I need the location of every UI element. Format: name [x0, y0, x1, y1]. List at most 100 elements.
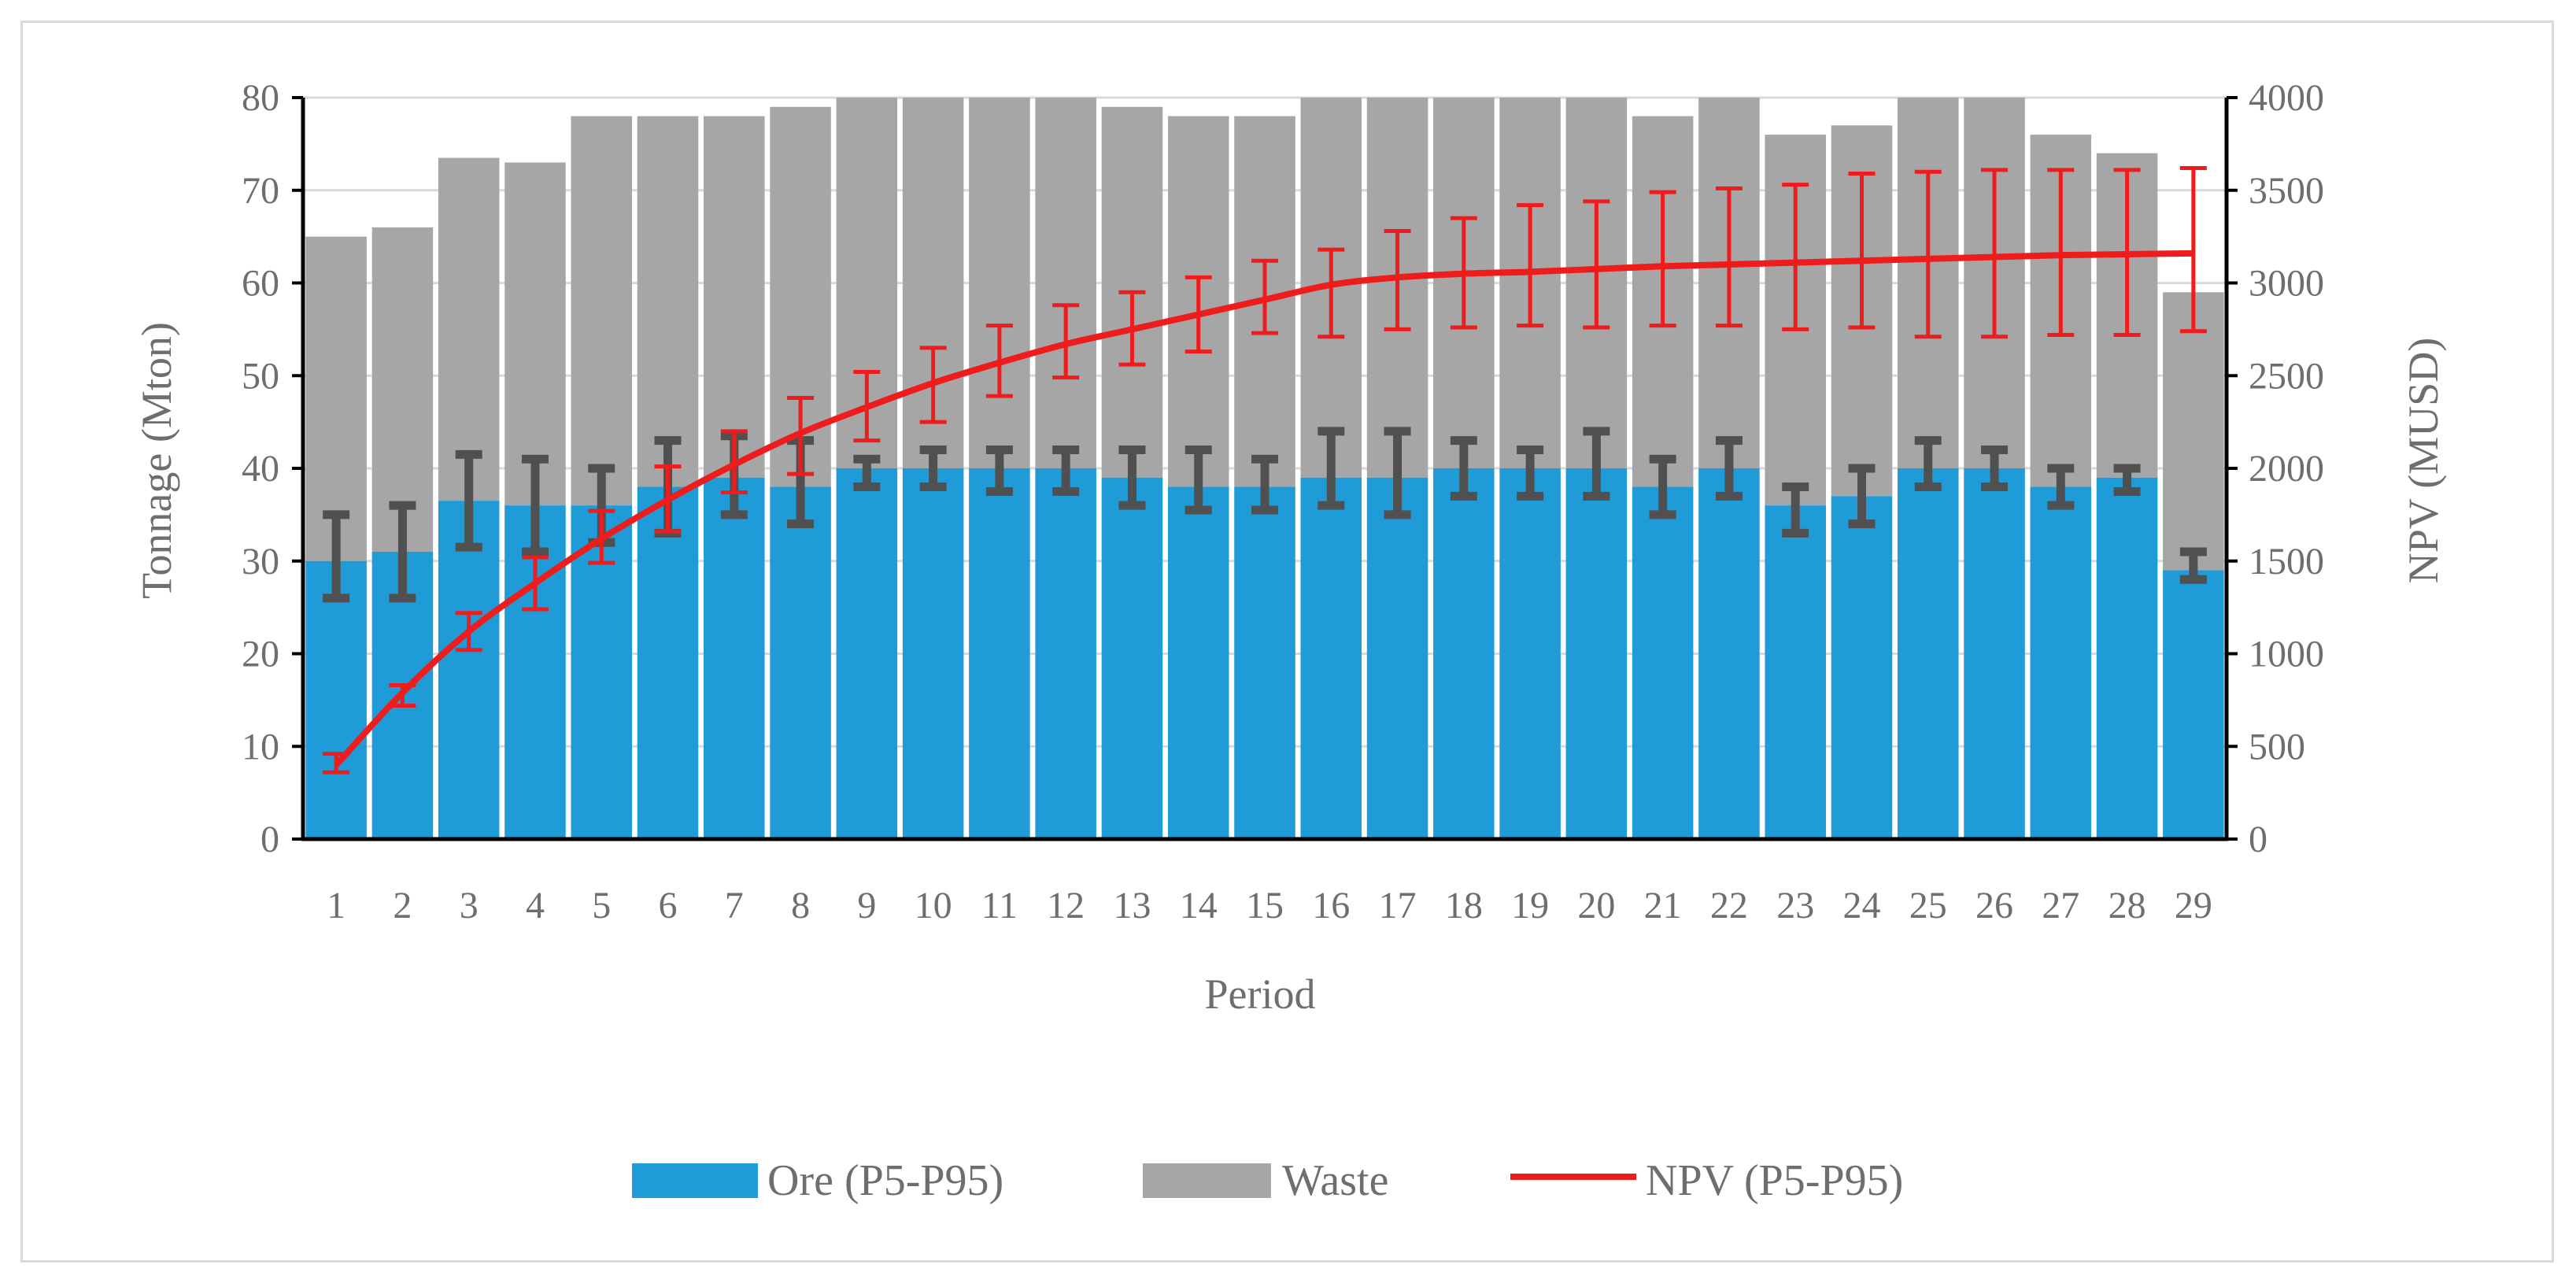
x-tick-label-17: 17 — [1379, 885, 1417, 926]
ore-bar-26 — [1964, 468, 2025, 839]
ore-bar-16 — [1300, 477, 1362, 839]
ore-bar-8 — [770, 486, 831, 839]
y-axis-title: Tonnage (Mton) — [133, 322, 180, 599]
x-tick-label-12: 12 — [1047, 885, 1085, 926]
npv-error-bar-6 — [654, 464, 682, 534]
waste-bar-2 — [371, 227, 434, 552]
ore-error-bar-24 — [1848, 464, 1876, 529]
x-tick-label-11: 11 — [981, 885, 1018, 926]
x-tick-label-16: 16 — [1312, 885, 1350, 926]
y2-tick-label-4000: 4000 — [2249, 77, 2324, 119]
legend-label-waste: Waste — [1282, 1156, 1388, 1205]
waste-bar-5 — [571, 116, 633, 506]
ore-error-bar-23 — [1782, 483, 1809, 538]
x-tick-label-2: 2 — [393, 885, 412, 926]
ore-bar-19 — [1499, 468, 1561, 839]
x-tick-label-7: 7 — [725, 885, 744, 926]
axes — [292, 96, 2238, 841]
npv-error-bar-15 — [1251, 258, 1278, 335]
npv-error-bar-8 — [787, 396, 815, 476]
x-tick-label-5: 5 — [592, 885, 611, 926]
y2-tick-label-2500: 2500 — [2249, 355, 2324, 397]
npv-error-bar-9 — [853, 370, 881, 443]
ore-error-bar-16 — [1318, 427, 1345, 510]
ore-bar-3 — [438, 501, 500, 839]
ore-error-bar-12 — [1052, 445, 1080, 496]
ore-error-bar-17 — [1384, 427, 1411, 519]
y2-tick-label-1000: 1000 — [2249, 634, 2324, 675]
npv-line-layer — [323, 165, 2207, 775]
ore-bar-14 — [1167, 486, 1229, 839]
ore-bar-21 — [1632, 486, 1694, 839]
legend-item-waste: Waste — [1143, 1156, 1388, 1205]
legend: Ore (P5-P95) Waste NPV (P5-P95) — [632, 1156, 1903, 1205]
npv-error-bar-18 — [1450, 216, 1477, 330]
npv-error-bar-23 — [1782, 183, 1809, 331]
legend-item-ore: Ore (P5-P95) — [632, 1156, 1003, 1205]
ore-bar-9 — [836, 468, 898, 839]
waste-bar-1 — [305, 236, 367, 561]
waste-bar-12 — [1035, 98, 1096, 468]
ore-bar-17 — [1366, 477, 1428, 839]
x-tick-label-6: 6 — [659, 885, 678, 926]
ore-bar-13 — [1101, 477, 1163, 839]
ore-bar-22 — [1698, 468, 1760, 839]
x-tick-label-4: 4 — [526, 885, 545, 926]
ore-error-bar-25 — [1914, 436, 1942, 492]
ore-error-bar-14 — [1185, 445, 1212, 515]
npv-error-bar-20 — [1583, 199, 1610, 330]
y-tick-label-0: 0 — [261, 819, 279, 860]
x-tick-label-28: 28 — [2108, 885, 2146, 926]
ore-error-bar-3 — [455, 449, 482, 552]
x-tick-label-22: 22 — [1710, 885, 1748, 926]
x-tick-label-8: 8 — [791, 885, 810, 926]
npv-error-bar-28 — [2113, 168, 2141, 337]
tick-labels: 0 10 20 30 40 50 60 70 80 0 500 1000 1500 2000 2500 300… — [242, 77, 2324, 926]
chart-frame: 0 10 20 30 40 50 60 70 80 0 500 1000 1500 2000 2500 300… — [20, 20, 2554, 1263]
ore-error-bar-10 — [919, 445, 947, 492]
ore-error-bar-1 — [323, 510, 350, 603]
ore-bar-24 — [1831, 496, 1893, 839]
x-tick-label-21: 21 — [1644, 885, 1682, 926]
chart-canvas: 0 10 20 30 40 50 60 70 80 0 500 1000 1500 2000 2500 300… — [133, 77, 2447, 1205]
ore-bar-29 — [2163, 570, 2224, 839]
npv-error-bar-19 — [1517, 203, 1544, 328]
npv-error-bar-7 — [720, 429, 748, 495]
npv-error-bar-22 — [1715, 186, 1743, 328]
legend-label-npv: NPV (P5-P95) — [1646, 1156, 1903, 1205]
ore-bar-1 — [305, 560, 367, 839]
ore-bar-20 — [1565, 468, 1628, 839]
ore-error-bar-26 — [1981, 445, 2009, 492]
npv-error-bar-29 — [2179, 165, 2207, 334]
x-tick-label-29: 29 — [2175, 885, 2212, 926]
y2-axis-title: NPV (MUSD) — [2400, 338, 2447, 584]
y-tick-label-60: 60 — [242, 263, 279, 305]
legend-item-npv: NPV (P5-P95) — [1510, 1156, 1903, 1205]
x-tick-label-3: 3 — [460, 885, 479, 926]
x-axis-title: Period — [1205, 971, 1316, 1018]
ore-error-bar-9 — [853, 454, 881, 492]
ore-error-bar-18 — [1450, 436, 1477, 501]
y2-tick-label-0: 0 — [2249, 819, 2267, 860]
npv-error-bar-25 — [1914, 169, 1942, 339]
npv-error-bar-5 — [588, 508, 615, 565]
y2-tick-label-1500: 1500 — [2249, 541, 2324, 582]
ore-bar-15 — [1234, 486, 1295, 839]
x-tick-label-26: 26 — [1975, 885, 2013, 926]
ore-bar-28 — [2096, 477, 2158, 839]
ore-bar-10 — [902, 468, 964, 839]
ore-bar-7 — [704, 477, 765, 839]
ore-error-bar-21 — [1649, 454, 1676, 519]
y-tick-label-70: 70 — [242, 170, 279, 212]
y-tick-label-30: 30 — [242, 541, 279, 582]
npv-error-bar-13 — [1118, 290, 1146, 367]
npv-error-bar-14 — [1185, 275, 1212, 354]
y-tick-label-20: 20 — [242, 634, 279, 675]
x-tick-label-18: 18 — [1445, 885, 1483, 926]
npv-error-bar-11 — [985, 324, 1013, 398]
npv-error-bar-26 — [1981, 168, 2009, 339]
legend-label-ore: Ore (P5-P95) — [767, 1156, 1003, 1205]
ore-bar-12 — [1035, 468, 1096, 839]
waste-bar-4 — [504, 162, 566, 506]
npv-error-bar-3 — [455, 611, 482, 653]
